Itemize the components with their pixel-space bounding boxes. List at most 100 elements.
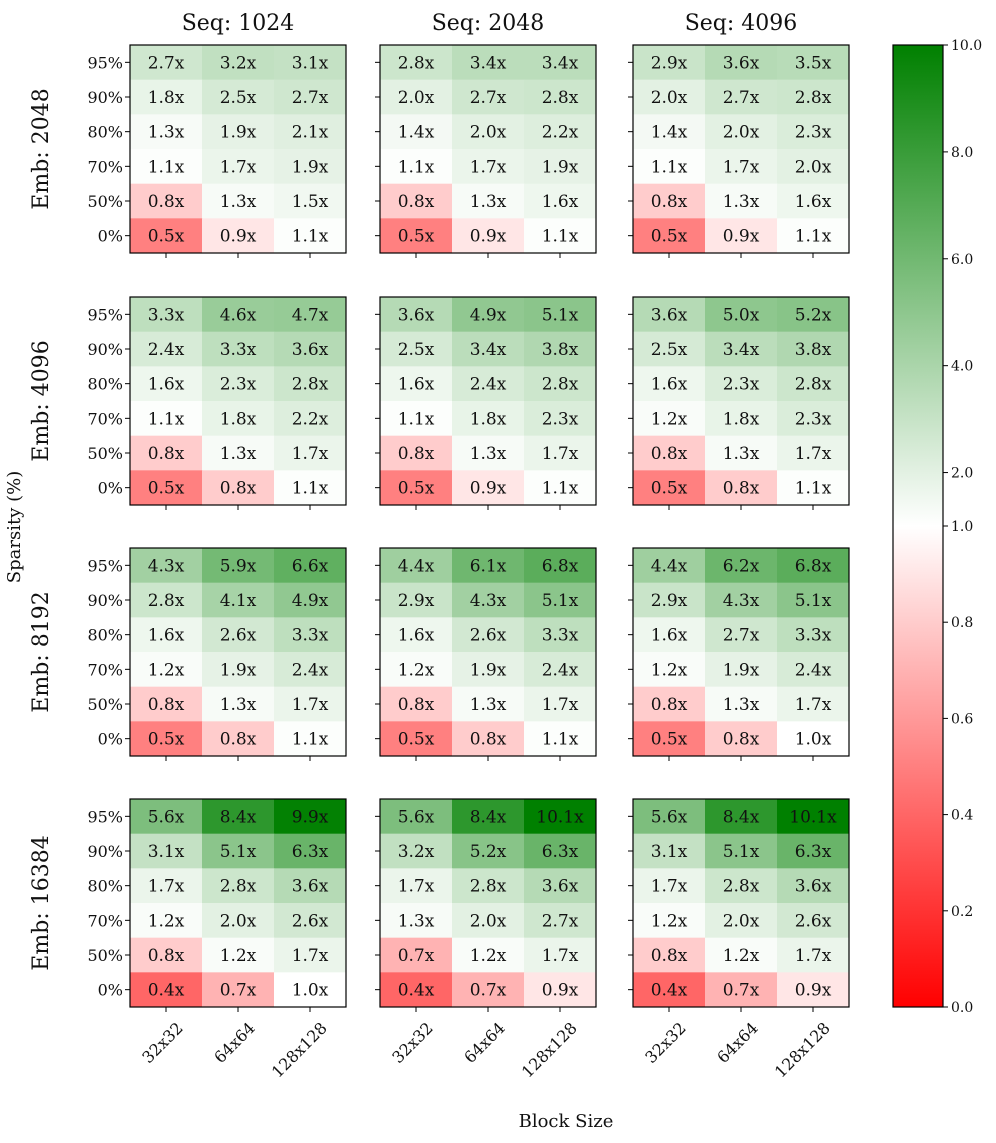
- cell-value-label: 2.0x: [651, 88, 688, 108]
- heatmap-cell: [202, 297, 275, 333]
- heatmap-cell: [633, 435, 706, 471]
- cell-value-label: 4.6x: [220, 305, 257, 325]
- cell-value-label: 6.8x: [542, 556, 579, 576]
- colorbar-tick-label: 0.0: [951, 1000, 973, 1016]
- heatmap-cell: [202, 149, 275, 185]
- cell-value-label: 8.4x: [723, 807, 760, 827]
- cell-value-label: 10.1x: [536, 807, 584, 827]
- cell-value-label: 2.9x: [398, 591, 435, 611]
- colorbar-tick-label: 0.8: [951, 615, 973, 631]
- heatmap-cell: [777, 297, 850, 333]
- heatmap-cell: [705, 868, 778, 904]
- cell-value-label: 0.8x: [651, 192, 688, 212]
- heatmap-cell: [452, 331, 525, 367]
- heatmap-cell: [202, 470, 275, 506]
- panel-r2-c2: 4.4x 6.2x 6.8x 2.9x 4.3x 5.1x 1.6x 2.7x 3.3x 1.2x…: [628, 547, 850, 761]
- heatmap-cell: [380, 833, 453, 869]
- cell-value-label: 5.1x: [542, 591, 579, 611]
- heatmap-cell: [380, 799, 453, 835]
- heatmap-cell: [130, 218, 203, 254]
- cell-value-label: 3.6x: [292, 340, 329, 360]
- cell-value-label: 1.3x: [723, 192, 760, 212]
- heatmap-cell: [524, 366, 597, 402]
- heatmap-cell: [452, 218, 525, 254]
- cell-value-label: 2.8x: [795, 88, 832, 108]
- y-tick-label: 80%: [87, 375, 123, 394]
- heatmap-cell: [130, 617, 203, 653]
- panel-r3-c0: 5.6x 8.4x 9.9x 3.1x 5.1x 6.3x 1.7x 2.8x 3.6x 1.2x…: [87, 798, 347, 1081]
- colorbar-tick-label: 8.0: [951, 145, 973, 161]
- heatmap-cell: [380, 331, 453, 367]
- heatmap-cell: [777, 652, 850, 688]
- heatmap-cell: [777, 45, 850, 81]
- x-tick-label: 64x64: [460, 1018, 509, 1067]
- cell-value-label: 1.6x: [148, 375, 185, 395]
- cell-value-label: 1.9x: [723, 660, 760, 680]
- cell-value-label: 0.5x: [148, 479, 185, 499]
- cell-value-label: 2.6x: [795, 911, 832, 931]
- heatmap-cell: [524, 652, 597, 688]
- cell-value-label: 0.5x: [398, 479, 435, 499]
- heatmap-cell: [633, 114, 706, 150]
- y-tick-label: 0%: [98, 730, 123, 749]
- heatmap-cell: [777, 401, 850, 437]
- heatmap-cell: [130, 331, 203, 367]
- heatmap-cell: [633, 972, 706, 1008]
- heatmap-cell: [202, 582, 275, 618]
- cell-value-label: 2.2x: [542, 123, 579, 143]
- cell-value-label: 0.9x: [220, 227, 257, 247]
- cell-value-label: 2.8x: [398, 53, 435, 73]
- heatmap-cell: [130, 149, 203, 185]
- heatmap-cell: [452, 297, 525, 333]
- cell-value-label: 2.3x: [795, 123, 832, 143]
- cell-value-label: 5.6x: [398, 807, 435, 827]
- heatmap-cell: [524, 937, 597, 973]
- cell-value-label: 1.9x: [292, 157, 329, 177]
- y-tick-label: 95%: [87, 53, 123, 72]
- panel-r0-c1: 2.8x 3.4x 3.4x 2.0x 2.7x 2.8x 1.4x 2.0x 2.2x 1.1x…: [375, 44, 597, 258]
- cell-value-label: 1.2x: [651, 409, 688, 429]
- heatmap-cell: [274, 833, 347, 869]
- heatmap-cell: [452, 972, 525, 1008]
- heatmap-cell: [777, 435, 850, 471]
- cell-value-label: 5.9x: [220, 556, 257, 576]
- cell-value-label: 1.1x: [148, 157, 185, 177]
- heatmap-cell: [274, 297, 347, 333]
- y-tick-label: 0%: [98, 981, 123, 1000]
- cell-value-label: 2.0x: [723, 911, 760, 931]
- cell-value-label: 1.3x: [470, 444, 507, 464]
- heatmap-cell: [777, 799, 850, 835]
- heatmap-cell: [274, 903, 347, 939]
- cell-value-label: 2.6x: [220, 626, 257, 646]
- cell-value-label: 1.2x: [220, 946, 257, 966]
- heatmap-cell: [524, 833, 597, 869]
- heatmap-cell: [274, 652, 347, 688]
- cell-value-label: 0.5x: [651, 479, 688, 499]
- y-tick-label: 70%: [87, 911, 123, 930]
- heatmap-cell: [202, 617, 275, 653]
- cell-value-label: 3.1x: [148, 842, 185, 862]
- cell-value-label: 0.8x: [651, 444, 688, 464]
- cell-value-label: 3.6x: [398, 305, 435, 325]
- heatmap-cell: [777, 548, 850, 584]
- cell-value-label: 2.0x: [220, 911, 257, 931]
- cell-value-label: 2.8x: [723, 877, 760, 897]
- heatmap-cell: [130, 903, 203, 939]
- heatmap-cell: [777, 617, 850, 653]
- panel-r1-c1: 3.6x 4.9x 5.1x 2.5x 3.4x 3.8x 1.6x 2.4x 2.8x 1.1x…: [375, 296, 597, 510]
- y-tick-label: 70%: [87, 157, 123, 176]
- heatmap-cell: [777, 972, 850, 1008]
- cell-value-label: 1.5x: [292, 192, 329, 212]
- heatmap-cell: [380, 972, 453, 1008]
- row-title: Emb: 8192: [29, 591, 54, 712]
- x-tick-label: 128x128: [518, 1018, 581, 1081]
- heatmap-cell: [380, 868, 453, 904]
- heatmap-cell: [777, 331, 850, 367]
- cell-value-label: 1.7x: [795, 695, 832, 715]
- cell-value-label: 0.8x: [398, 444, 435, 464]
- cell-value-label: 1.4x: [398, 123, 435, 143]
- cell-value-label: 3.2x: [220, 53, 257, 73]
- heatmap-cell: [524, 79, 597, 115]
- cell-value-label: 4.4x: [398, 556, 435, 576]
- cell-value-label: 5.6x: [148, 807, 185, 827]
